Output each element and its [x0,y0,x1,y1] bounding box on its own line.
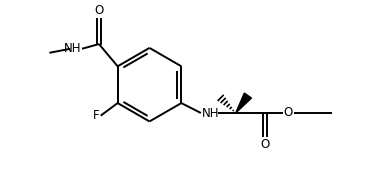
Polygon shape [236,93,251,113]
Text: O: O [283,106,293,119]
Text: F: F [93,109,100,122]
Text: O: O [260,138,269,151]
Text: NH: NH [64,42,81,55]
Text: NH: NH [202,108,219,121]
Text: O: O [94,4,104,17]
